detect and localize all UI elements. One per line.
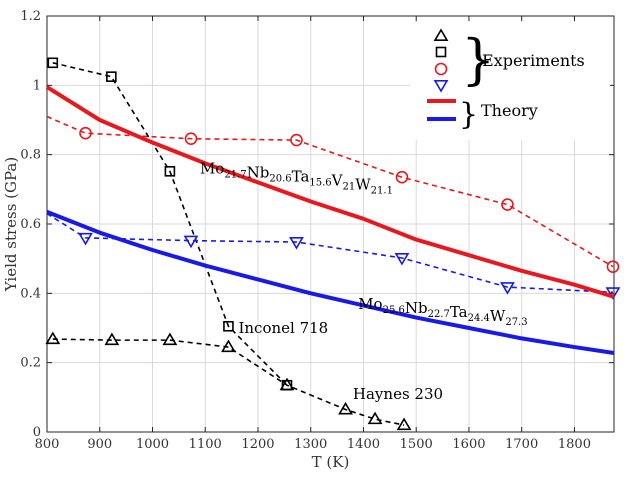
data-point-inconel xyxy=(106,71,117,82)
data-point-inconel xyxy=(223,320,234,332)
legend-marker-inconel xyxy=(435,46,447,58)
legend-marker-hea6_exp xyxy=(434,62,448,76)
series-hea6_theory xyxy=(45,85,615,299)
legend-marker-hea4_exp xyxy=(433,80,449,93)
formula-subscript: 21.7 xyxy=(224,170,246,181)
data-point-hea6_exp xyxy=(79,126,92,140)
y-tick-label: 1 xyxy=(33,78,41,93)
legend-entry-hea6_exp xyxy=(434,62,448,76)
formula-subscript: 25.6 xyxy=(383,305,405,316)
x-tick-label: 1100 xyxy=(189,437,222,452)
formula-element: Mo xyxy=(200,160,224,178)
data-point-hea4_exp xyxy=(394,252,410,266)
formula-subscript: 22.7 xyxy=(428,309,450,320)
formula-element: W xyxy=(490,307,506,325)
formula-subscript: 20.6 xyxy=(269,174,291,185)
series-line-hea4_exp xyxy=(46,212,613,294)
x-tick-label: 800 xyxy=(35,437,60,452)
data-point-hea4_exp xyxy=(500,282,515,295)
data-point-haynes xyxy=(221,339,236,353)
x-tick-label: 1700 xyxy=(505,437,538,452)
data-point-hea6_exp xyxy=(606,260,620,273)
formula-subscript: 27.3 xyxy=(505,317,527,328)
data-point-haynes xyxy=(338,401,353,415)
legend-label-theory: Theory xyxy=(481,101,538,120)
series-hea4_exp xyxy=(46,212,621,300)
legend-label-experiments: Experiments xyxy=(482,51,585,70)
data-point-haynes xyxy=(104,332,120,346)
legend-brace-theory: } xyxy=(459,97,478,132)
annotation-inconel: Inconel 718 xyxy=(238,319,328,337)
data-point-haynes xyxy=(162,332,178,346)
series-haynes xyxy=(45,331,412,431)
y-tick-label: 0.8 xyxy=(20,148,41,163)
data-point-hea4_exp xyxy=(78,232,93,246)
series-line-hea6_exp xyxy=(46,115,614,268)
x-tick-label: 1500 xyxy=(400,437,433,452)
data-point-inconel xyxy=(47,57,59,69)
data-point-haynes xyxy=(367,411,383,425)
data-point-hea6_exp xyxy=(290,133,303,147)
x-tick-label: 1800 xyxy=(558,437,591,452)
formula-subscript: 24.4 xyxy=(468,313,490,324)
ticks-layer: 800 900 1000 1100 1200 1300 1400 1500 1600 1700 18… xyxy=(20,9,614,452)
data-point-hea6_exp xyxy=(184,132,198,146)
series-hea6_exp xyxy=(46,115,620,273)
y-tick-label: 0 xyxy=(33,425,41,440)
annotation-hea4: Mo25.6Nb22.7Ta24.4W27.3 xyxy=(358,295,527,328)
data-point-haynes xyxy=(45,331,61,345)
y-tick-label: 1.2 xyxy=(20,9,41,24)
formula-element: Ta xyxy=(292,168,310,186)
formula-subscript: 21.1 xyxy=(371,186,393,197)
series-line-inconel xyxy=(52,62,288,386)
x-axis-label: T (K) xyxy=(312,453,350,471)
x-tick-label: 1300 xyxy=(294,437,327,452)
data-point-hea6_exp xyxy=(501,198,514,211)
y-tick-label: 0.6 xyxy=(20,217,41,232)
x-tick-label: 1000 xyxy=(136,437,169,452)
y-axis-label: Yield stress (GPa) xyxy=(2,157,20,292)
x-tick-label: 900 xyxy=(87,437,112,452)
formula-element: Nb xyxy=(247,164,270,182)
data-point-inconel xyxy=(164,166,176,177)
series-layer xyxy=(45,57,621,431)
series-line-hea6_theory xyxy=(45,85,615,299)
data-point-hea6_exp xyxy=(395,170,409,184)
series-line-hea4_theory xyxy=(46,210,615,355)
x-tick-label: 1400 xyxy=(347,437,380,452)
series-hea4_theory xyxy=(46,210,615,355)
data-point-hea4_exp xyxy=(605,287,621,300)
formula-subscript: 15.6 xyxy=(309,178,331,189)
x-tick-label: 1600 xyxy=(452,437,485,452)
y-tick-label: 0.4 xyxy=(20,286,41,301)
formula-element: V xyxy=(331,172,344,190)
data-point-hea4_exp xyxy=(289,237,304,250)
legend-brace-experiments: } xyxy=(461,28,495,91)
annotation-hea6: Mo21.7Nb20.6Ta15.6V21W21.1 xyxy=(200,160,393,197)
formula-subscript: 21 xyxy=(343,182,356,193)
series-line-haynes xyxy=(52,338,405,426)
legend-entry-inconel xyxy=(435,46,447,58)
legend-entry-hea4_exp xyxy=(433,80,449,93)
formula-element: W xyxy=(355,176,371,194)
formula-element: Nb xyxy=(405,299,428,317)
data-point-haynes xyxy=(396,417,412,431)
y-tick-label: 0.2 xyxy=(20,356,41,371)
annotation-haynes: Haynes 230 xyxy=(353,385,443,403)
legend-entry-haynes xyxy=(433,28,449,42)
data-point-hea4_exp xyxy=(183,235,199,249)
series-inconel xyxy=(47,57,293,391)
legend-marker-haynes xyxy=(433,28,449,42)
formula-element: Mo xyxy=(358,295,382,313)
data-point-inconel xyxy=(281,379,293,391)
formula-element: Ta xyxy=(450,303,468,321)
x-tick-label: 1200 xyxy=(241,437,274,452)
